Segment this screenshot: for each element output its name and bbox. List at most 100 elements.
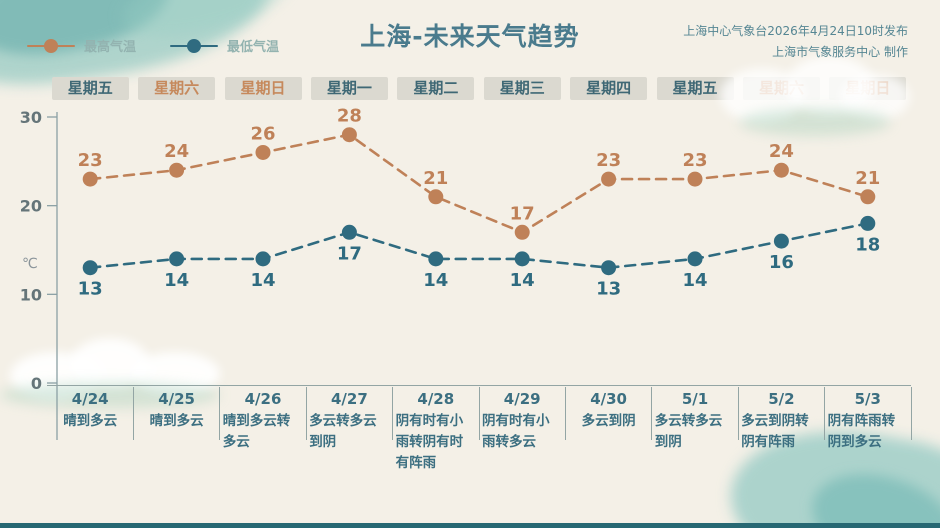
weekday-slot: 星期六 (133, 77, 219, 100)
forecast-weather-text: 阴有阵雨转阴到多云 (827, 413, 896, 450)
column-divider (305, 387, 307, 440)
low-temp-line (88, 222, 870, 270)
forecast-cell-4/28: 4/28 阴有时有小雨转阴有时有阵雨 (393, 386, 480, 474)
high-temp-point-4/28 (428, 189, 444, 205)
weekday-slot: 星期日 (825, 77, 911, 100)
high-temp-point-4/27 (341, 127, 357, 143)
low-temp-value-5/1: 14 (682, 270, 707, 291)
low-temp-value-4/28: 14 (423, 270, 448, 291)
weekday-slot: 星期五 (47, 77, 133, 100)
forecast-date: 5/3 (854, 390, 881, 408)
column-divider (651, 387, 653, 440)
weekday-slot: 星期二 (393, 77, 479, 100)
low-temp-point-5/2 (773, 233, 789, 249)
weekday-slot: 星期六 (738, 77, 824, 100)
weekday-pill-10: 星期日 (829, 77, 907, 100)
high-temp-point-5/2 (773, 162, 789, 178)
low-temp-point-4/29 (514, 251, 530, 267)
column-divider (132, 387, 134, 440)
weekday-pill-4: 星期一 (310, 77, 388, 100)
forecast-date: 5/1 (681, 390, 709, 408)
high-temp-point-4/25 (169, 162, 185, 178)
forecast-weather-text: 多云到阴 (581, 413, 636, 429)
weekday-pill-1: 星期五 (51, 77, 129, 100)
forecast-date: 4/29 (503, 390, 541, 408)
forecast-cell-4/29: 4/29 阴有时有小雨转多云 (479, 386, 566, 474)
legend-item-low: 最低气温 (170, 36, 279, 55)
low-temp-value-4/26: 14 (250, 270, 275, 291)
attribution-line-1: 上海中心气象台2026年4月24日10时发布 (683, 24, 908, 38)
high-temp-value-4/27: 28 (337, 106, 362, 127)
weekday-slot: 星期五 (652, 77, 738, 100)
forecast-weather-text: 多云转多云到阴 (309, 413, 377, 450)
low-temp-value-4/29: 14 (510, 270, 535, 291)
page-title: 上海-未来天气趋势 (360, 22, 580, 51)
forecast-weather-text: 阴有时有小雨转阴有时有阵雨 (395, 413, 464, 471)
forecast-date: 4/27 (330, 390, 368, 408)
high-temp-value-4/30: 23 (596, 150, 621, 171)
weekday-slot: 星期四 (565, 77, 651, 100)
low-temp-value-4/25: 14 (164, 270, 189, 291)
column-divider (392, 387, 394, 440)
low-temp-value-4/24: 13 (78, 279, 103, 300)
high-temp-point-5/1 (687, 171, 703, 187)
high-temp-point-4/24 (82, 171, 98, 187)
legend-label-low: 最低气温 (227, 40, 280, 55)
low-temp-marker-icon (170, 38, 219, 53)
y-axis-tick-label: 30 (20, 108, 42, 127)
forecast-table: 4/24 晴到多云 4/25 晴到多云 4/26 晴到多云转多云 4/27 多云转多云到阴 4/… (47, 385, 912, 474)
low-temp-point-5/3 (860, 215, 876, 231)
high-temp-point-4/30 (601, 171, 617, 187)
weekday-pill-2: 星期六 (138, 77, 216, 100)
chart-legend: 最高气温 最低气温 (27, 36, 279, 55)
forecast-date: 5/2 (768, 390, 795, 408)
column-divider (910, 387, 912, 440)
high-temp-value-5/3: 21 (855, 168, 880, 189)
low-temp-point-4/28 (428, 251, 444, 267)
low-temp-value-5/3: 18 (855, 234, 880, 255)
column-divider (564, 387, 566, 440)
y-axis-tick-label: 10 (20, 285, 42, 304)
weekday-pill-8: 星期五 (656, 77, 734, 100)
forecast-weather-text: 多云转多云到阴 (654, 413, 723, 450)
y-axis-tick-label: 20 (20, 197, 42, 216)
high-temp-value-5/1: 23 (682, 150, 707, 171)
low-temp-point-5/1 (687, 251, 703, 267)
high-temp-point-4/26 (255, 144, 271, 160)
high-temp-point-4/29 (514, 224, 530, 240)
high-temp-value-4/26: 26 (250, 123, 275, 144)
column-divider (478, 387, 480, 440)
forecast-cell-5/1: 5/1 多云转多云到阴 (652, 386, 739, 474)
low-temp-point-4/30 (601, 260, 617, 276)
forecast-weather-text: 晴到多云 (63, 413, 118, 429)
low-temp-value-4/30: 13 (596, 279, 621, 300)
weekday-pill-7: 星期四 (570, 77, 648, 100)
forecast-weather-text: 阴有时有小雨转多云 (482, 413, 550, 450)
weekday-slot: 星期三 (479, 77, 565, 100)
legend-label-high: 最高气温 (84, 40, 137, 55)
forecast-cell-4/27: 4/27 多云转多云到阴 (306, 386, 394, 474)
high-temp-value-4/28: 21 (423, 168, 448, 189)
high-temp-line (88, 133, 870, 234)
low-temp-point-4/26 (255, 251, 271, 267)
y-axis-tick-label: 0 (31, 374, 42, 393)
forecast-date: 4/24 (71, 390, 109, 408)
forecast-cell-5/3: 5/3 阴有阵雨转阴到多云 (825, 386, 912, 474)
forecast-cell-4/24: 4/24 晴到多云 (47, 386, 134, 474)
high-temp-point-5/3 (860, 189, 876, 205)
forecast-cell-4/26: 4/26 晴到多云转多云 (220, 386, 307, 474)
high-temp-marker-icon (27, 38, 75, 53)
low-temp-value-4/27: 17 (337, 243, 362, 264)
forecast-date: 4/25 (158, 390, 195, 408)
weekday-slot: 星期一 (306, 77, 392, 100)
high-temp-value-5/2: 24 (769, 141, 794, 162)
low-temp-point-4/25 (169, 251, 185, 267)
attribution: 上海中心气象台2026年4月24日10时发布 上海市气象服务中心 制作 (683, 21, 908, 63)
forecast-weather-text: 晴到多云 (149, 413, 204, 429)
forecast-cell-5/2: 5/2 多云到阴转阴有阵雨 (738, 386, 826, 474)
legend-item-high: 最高气温 (27, 36, 136, 55)
weekday-row: 星期五 星期六 星期日 星期一 星期二 星期三 星期四 星期五 星期六 星期日 (47, 77, 911, 100)
forecast-weather-text: 多云到阴转阴有阵雨 (741, 413, 809, 450)
forecast-date: 4/26 (244, 390, 282, 408)
forecast-cell-4/25: 4/25 晴到多云 (133, 386, 221, 474)
